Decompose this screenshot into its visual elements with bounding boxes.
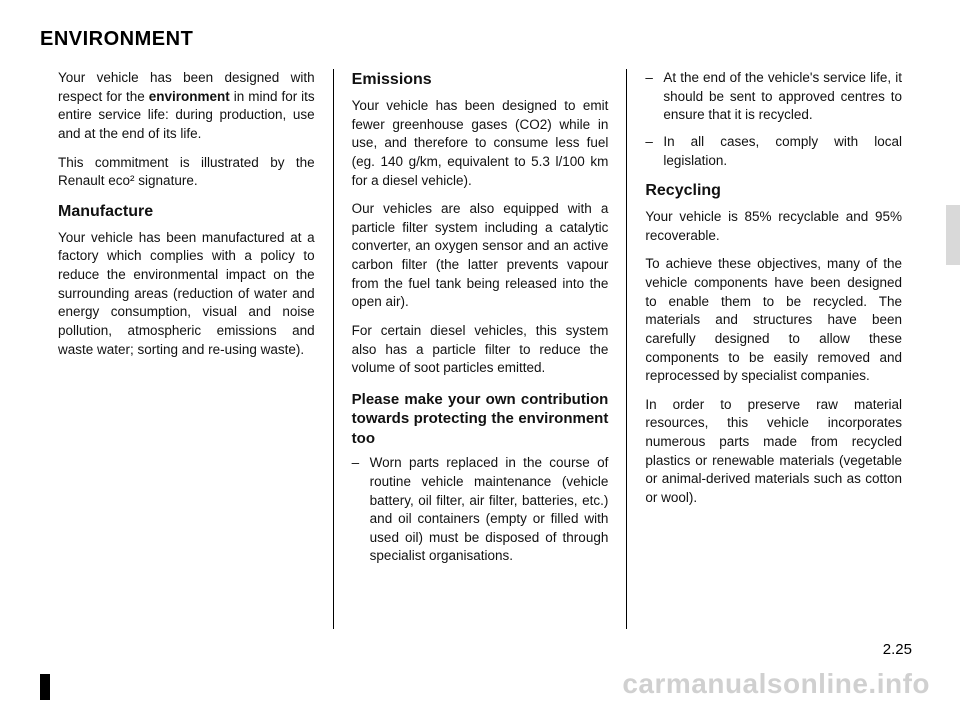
- intro-1b: environment: [149, 89, 230, 104]
- right-list: At the end of the vehicle's service life…: [645, 69, 902, 170]
- columns: Your vehicle has been designed with resp…: [40, 69, 920, 629]
- recycling-p3: In order to preserve raw material resour…: [645, 396, 902, 508]
- column-right: At the end of the vehicle's service life…: [627, 69, 920, 629]
- list-item-end-life: At the end of the vehicle's service life…: [645, 69, 902, 125]
- page: ENVIRONMENT Your vehicle has been design…: [0, 0, 960, 710]
- emissions-p2: Our vehicles are also equipped with a pa…: [352, 200, 609, 312]
- heading-manufacture: Manufacture: [58, 201, 315, 223]
- manufacture-paragraph: Your vehicle has been manufactured at a …: [58, 229, 315, 359]
- side-tab: [946, 205, 960, 265]
- contribution-list: Worn parts replaced in the course of rou…: [352, 454, 609, 566]
- list-item-legislation: In all cases, comply with local legislat…: [645, 133, 902, 170]
- emissions-p3: For certain diesel vehicles, this system…: [352, 322, 609, 378]
- watermark: carmanualsonline.info: [622, 668, 930, 700]
- intro-paragraph-1: Your vehicle has been designed with resp…: [58, 69, 315, 144]
- recycling-p1: Your vehicle is 85% recyclable and 95% r…: [645, 208, 902, 245]
- recycling-p2: To achieve these objectives, many of the…: [645, 255, 902, 385]
- footer-mark: [40, 674, 50, 700]
- heading-contribution: Please make your own contribution toward…: [352, 390, 609, 449]
- column-left: Your vehicle has been designed with resp…: [40, 69, 333, 629]
- list-item-worn-parts: Worn parts replaced in the course of rou…: [352, 454, 609, 566]
- column-middle: Emissions Your vehicle has been designed…: [333, 69, 628, 629]
- emissions-p1: Your vehicle has been designed to emit f…: [352, 97, 609, 190]
- heading-emissions: Emissions: [352, 69, 609, 91]
- intro-paragraph-2: This commitment is illustrated by the Re…: [58, 154, 315, 191]
- page-title: ENVIRONMENT: [40, 28, 920, 51]
- page-number: 2.25: [883, 641, 912, 658]
- heading-recycling: Recycling: [645, 180, 902, 202]
